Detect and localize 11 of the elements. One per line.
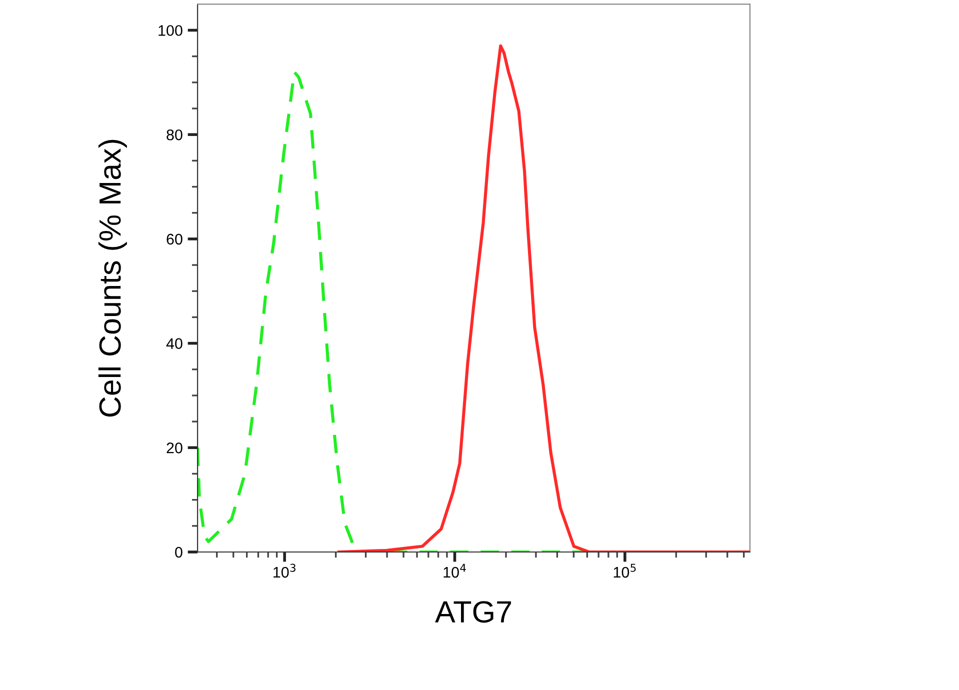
x-tick-label: 10$^{4}$: [444, 564, 466, 578]
y-tick-label: 100: [158, 25, 182, 36]
y-tick-label: 40: [166, 338, 182, 349]
x-axis-title: ATG7: [435, 601, 511, 623]
y-tick-label: 80: [166, 129, 182, 140]
y-tick-label: 60: [166, 234, 182, 245]
x-tick-label: 10$^{5}$: [614, 564, 636, 578]
y-tick-label: 0: [175, 546, 182, 558]
x-tick-label: 10$^{3}$: [274, 564, 296, 578]
y-tick-label: 20: [166, 442, 182, 454]
y-axis-title: Cell Counts (% Max): [98, 140, 127, 417]
